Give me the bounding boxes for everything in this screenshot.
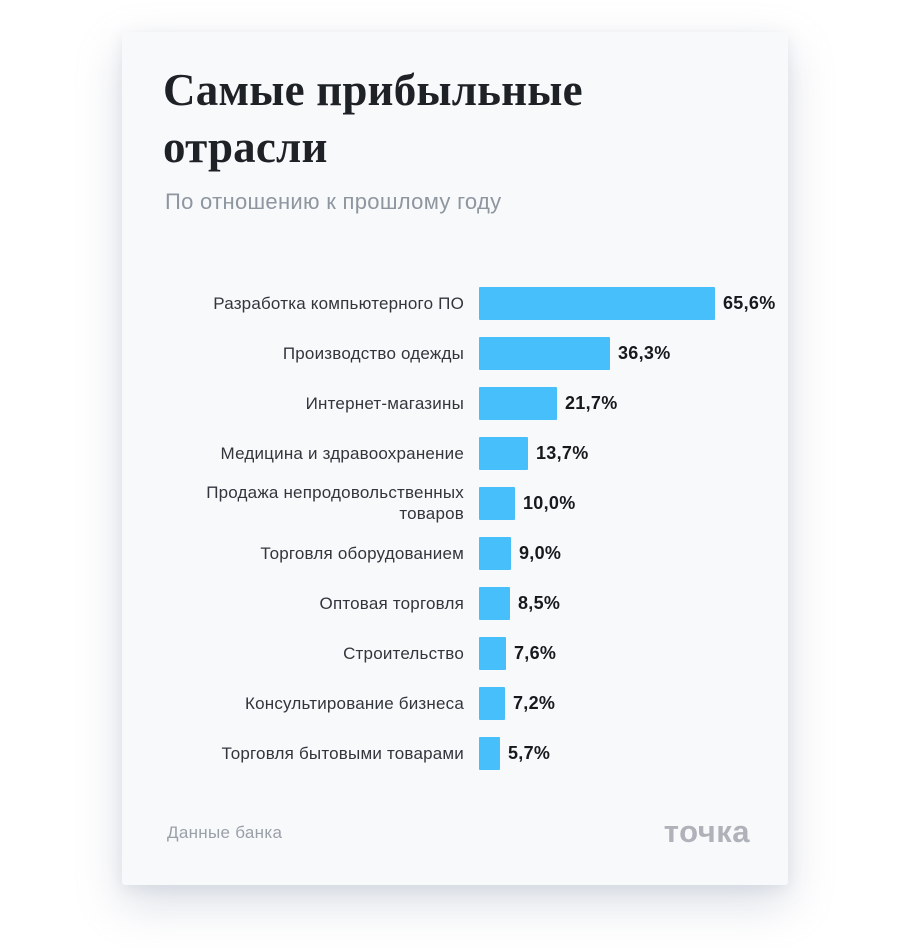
bar bbox=[479, 436, 528, 470]
category-label: Производство одежды bbox=[282, 343, 464, 363]
category-label: Торговля оборудованием bbox=[260, 543, 464, 563]
chart-row: Торговля оборудованием 9,0% bbox=[152, 528, 768, 578]
bar bbox=[479, 736, 500, 770]
chart-row: Интернет-магазины 21,7% bbox=[152, 378, 768, 428]
value-label: 7,2% bbox=[513, 692, 556, 713]
data-source-label: Данные банка bbox=[167, 823, 283, 842]
bar-zone: 21,7% bbox=[479, 386, 768, 420]
bar-zone: 65,6% bbox=[479, 286, 776, 320]
bar bbox=[479, 686, 505, 720]
bar bbox=[479, 636, 506, 670]
bar bbox=[479, 486, 515, 520]
value-label: 36,3% bbox=[618, 342, 671, 363]
tochka-logo: точка bbox=[663, 814, 750, 849]
bar-zone: 13,7% bbox=[479, 436, 768, 470]
bar-zone: 5,7% bbox=[479, 736, 768, 770]
bar-zone: 9,0% bbox=[479, 536, 768, 570]
chart-row: Торговля бытовыми товарами 5,7% bbox=[152, 728, 768, 778]
bar bbox=[479, 586, 510, 620]
value-label: 21,7% bbox=[565, 392, 618, 413]
value-label: 7,6% bbox=[514, 642, 557, 663]
category-label: Оптовая торговля bbox=[319, 593, 464, 613]
bar bbox=[479, 536, 511, 570]
value-label: 9,0% bbox=[519, 542, 562, 563]
chart-subtitle: По отношению к прошлому году bbox=[165, 189, 502, 214]
chart-row: Строительство 7,6% bbox=[152, 628, 768, 678]
bar-chart: Разработка компьютерного ПО 65,6% Производ… bbox=[152, 278, 775, 778]
value-label: 65,6% bbox=[723, 292, 776, 313]
chart-row: Производство одежды 36,3% bbox=[152, 328, 768, 378]
bar-zone: 10,0% bbox=[479, 486, 768, 520]
bar bbox=[479, 386, 557, 420]
category-label: Продажа непродовольственных товаров bbox=[206, 483, 464, 523]
infographic-card: Самые прибыльные отрасли По отношению к … bbox=[122, 32, 788, 885]
bar bbox=[479, 286, 715, 320]
bar-zone: 7,2% bbox=[479, 686, 768, 720]
category-label: Торговля бытовыми товарами bbox=[221, 743, 464, 763]
chart-title: Самые прибыльные отрасли bbox=[163, 65, 583, 172]
bar-zone: 7,6% bbox=[479, 636, 768, 670]
category-label: Интернет-магазины bbox=[305, 393, 464, 413]
bar-zone: 8,5% bbox=[479, 586, 768, 620]
card-footer: Данные банка точка bbox=[167, 816, 750, 847]
bar bbox=[479, 336, 610, 370]
chart-row: Оптовая торговля 8,5% bbox=[152, 578, 768, 628]
value-label: 5,7% bbox=[508, 742, 551, 763]
value-label: 10,0% bbox=[523, 492, 576, 513]
bar-zone: 36,3% bbox=[479, 336, 768, 370]
chart-row: Консультирование бизнеса 7,2% bbox=[152, 678, 768, 728]
chart-row: Медицина и здравоохранение 13,7% bbox=[152, 428, 768, 478]
chart-row: Разработка компьютерного ПО 65,6% bbox=[152, 278, 775, 328]
category-label: Медицина и здравоохранение bbox=[220, 443, 464, 463]
chart-row: Продажа непродовольственных товаров 10,0% bbox=[152, 478, 768, 528]
category-label: Консультирование бизнеса bbox=[245, 693, 464, 713]
category-label: Строительство bbox=[343, 643, 464, 663]
value-label: 8,5% bbox=[518, 592, 561, 613]
value-label: 13,7% bbox=[536, 442, 589, 463]
category-label: Разработка компьютерного ПО bbox=[213, 293, 464, 313]
